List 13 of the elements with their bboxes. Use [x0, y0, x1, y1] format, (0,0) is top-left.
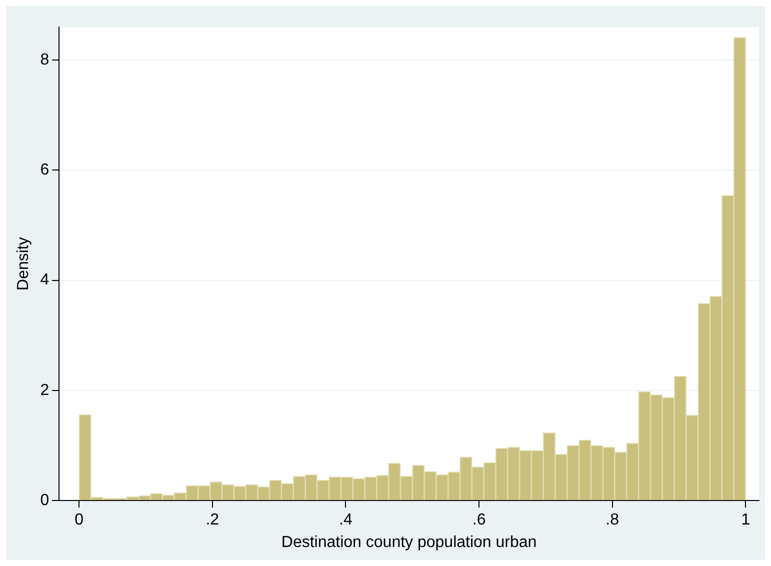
y-tick-label: 8	[40, 51, 50, 68]
y-tick-label: 2	[40, 382, 50, 399]
x-tick-label: .2	[206, 512, 220, 529]
x-tick-label: .6	[472, 512, 486, 529]
x-tick-label: .4	[339, 512, 352, 529]
y-tick-label: 6	[40, 162, 50, 179]
y-axis-title: Density	[15, 237, 32, 290]
x-tick-label: 1	[741, 512, 750, 529]
y-tick-label: 4	[40, 272, 50, 289]
y-tick-label: 0	[40, 492, 50, 510]
x-tick-label: 0	[74, 512, 84, 529]
x-axis-title: Destination county population urban	[281, 534, 537, 551]
x-tick-label: .8	[606, 512, 620, 529]
